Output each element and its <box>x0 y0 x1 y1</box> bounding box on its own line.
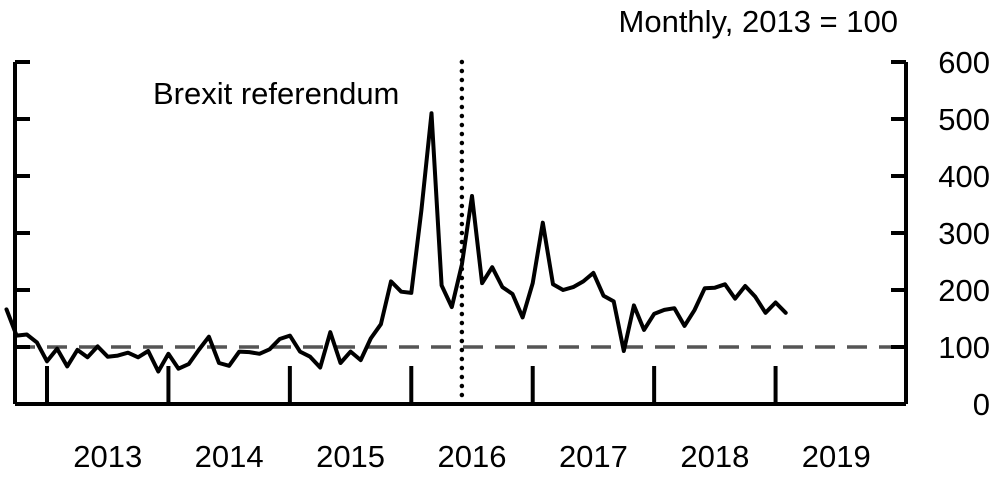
series-layer <box>4 111 788 374</box>
x-tick-label-2015: 2015 <box>316 439 385 474</box>
x-tick-label-2014: 2014 <box>195 439 264 474</box>
annotation-layer: Brexit referendum <box>153 59 465 407</box>
x-tick-label-2013: 2013 <box>73 439 142 474</box>
y-tick-label-600: 600 <box>938 45 990 80</box>
y-tick-label-100: 100 <box>938 330 990 365</box>
y-tick-label-500: 500 <box>938 102 990 137</box>
x-tick-label-2017: 2017 <box>559 439 628 474</box>
y-axis-ticks: 0 100 200 300 400 500 600 <box>15 45 990 422</box>
brexit-referendum-label: Brexit referendum <box>153 76 399 111</box>
chart-subtitle: Monthly, 2013 = 100 <box>619 4 898 39</box>
y-tick-label-0: 0 <box>973 387 990 422</box>
x-tick-label-2018: 2018 <box>680 439 749 474</box>
x-axis-ticks: 2013 2014 2015 2016 2017 2018 2019 <box>45 366 871 474</box>
y-tick-label-400: 400 <box>938 159 990 194</box>
y-tick-label-200: 200 <box>938 273 990 308</box>
y-tick-label-300: 300 <box>938 216 990 251</box>
x-tick-label-2019: 2019 <box>802 439 871 474</box>
x-tick-label-2016: 2016 <box>438 439 507 474</box>
series-line-0 <box>4 111 788 374</box>
